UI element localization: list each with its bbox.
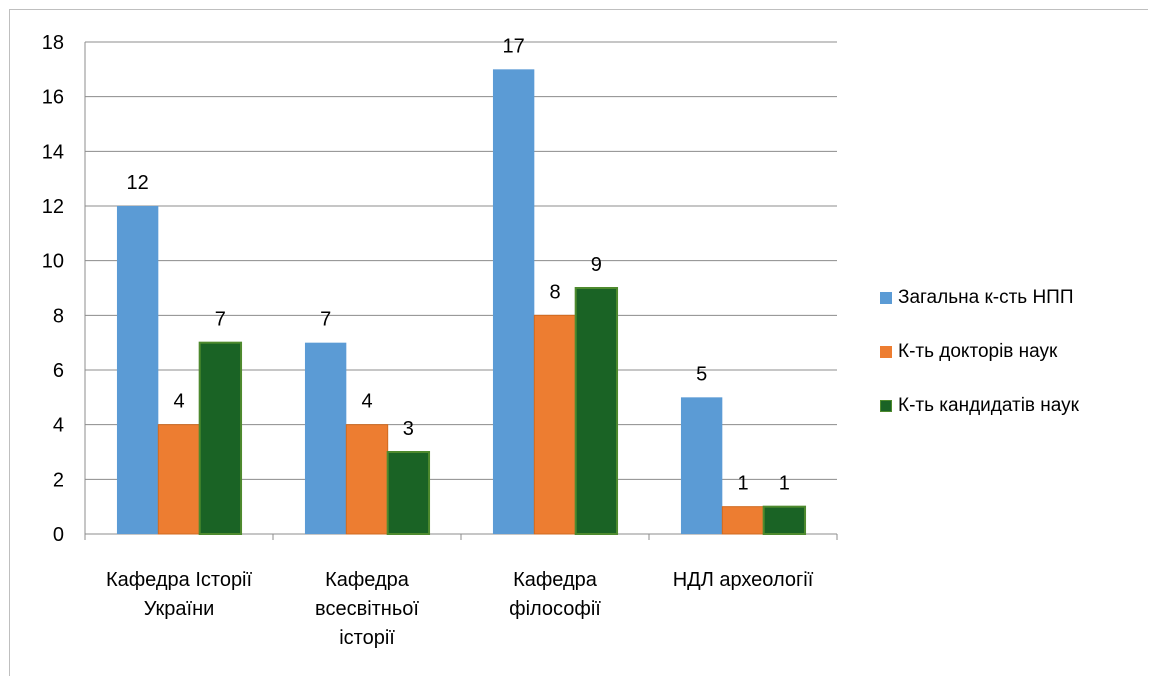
- x-tick-label-2: Кафедра філософії: [509, 569, 601, 620]
- data-label-0-1: 7: [320, 309, 331, 331]
- data-label-2-0: 7: [215, 309, 226, 331]
- bar-0-3: [680, 397, 723, 534]
- bar-2-3: [762, 505, 807, 535]
- legend-label-2: К-ть кандидатів наук: [898, 394, 1079, 416]
- y-tick-label-0: 0: [53, 524, 64, 546]
- bar-2-1: [386, 451, 431, 535]
- legend-item-1: К-ть докторів наук: [880, 338, 1079, 365]
- y-tick-label-7: 14: [42, 141, 64, 163]
- y-tick-label-5: 10: [42, 251, 64, 273]
- y-tick-label-1: 2: [53, 469, 64, 491]
- bar-1-3: [721, 506, 765, 535]
- bar-1-1: [345, 424, 389, 535]
- legend-label-0: Загальна к-сть НПП: [898, 286, 1074, 308]
- bar-0-1: [304, 342, 347, 534]
- bar-0-2: [492, 69, 535, 534]
- bar-0-0: [116, 206, 159, 534]
- legend: Загальна к-сть НПП К-ть докторів наук К-…: [880, 284, 1079, 446]
- y-tick-label-3: 6: [53, 360, 64, 382]
- legend-swatch-1: [880, 345, 892, 358]
- legend-label-1: К-ть докторів наук: [898, 340, 1058, 362]
- x-tick-label-1: Кафедра всесвітньої історії: [315, 569, 419, 649]
- x-tick-label-0: Кафедра Історії України: [106, 569, 253, 620]
- data-label-1-0: 4: [173, 391, 184, 413]
- y-tick-label-8: 16: [42, 87, 64, 109]
- data-label-2-3: 1: [779, 473, 790, 495]
- bar-2-2: [574, 287, 619, 535]
- legend-swatch-0: [880, 291, 892, 304]
- chart-frame: [9, 9, 1148, 676]
- legend-item-0: Загальна к-сть НПП: [880, 284, 1079, 311]
- data-label-2-2: 9: [591, 254, 602, 276]
- y-tick-label-4: 8: [53, 305, 64, 327]
- data-label-1-1: 4: [361, 391, 372, 413]
- data-label-2-1: 3: [403, 418, 414, 440]
- y-tick-label-2: 4: [53, 415, 64, 437]
- data-label-0-3: 5: [696, 363, 707, 385]
- x-tick-label-3: НДЛ археології: [673, 569, 814, 591]
- legend-swatch-2: [880, 399, 892, 412]
- y-tick-label-9: 18: [42, 32, 64, 54]
- data-label-1-3: 1: [737, 473, 748, 495]
- bar-2-0: [198, 341, 243, 535]
- bar-1-0: [157, 424, 201, 535]
- data-label-1-2: 8: [549, 281, 560, 303]
- legend-item-2: К-ть кандидатів наук: [880, 392, 1079, 419]
- y-tick-label-6: 12: [42, 196, 64, 218]
- data-label-0-0: 12: [127, 172, 149, 194]
- data-label-0-2: 17: [503, 35, 525, 57]
- bar-1-2: [533, 314, 577, 535]
